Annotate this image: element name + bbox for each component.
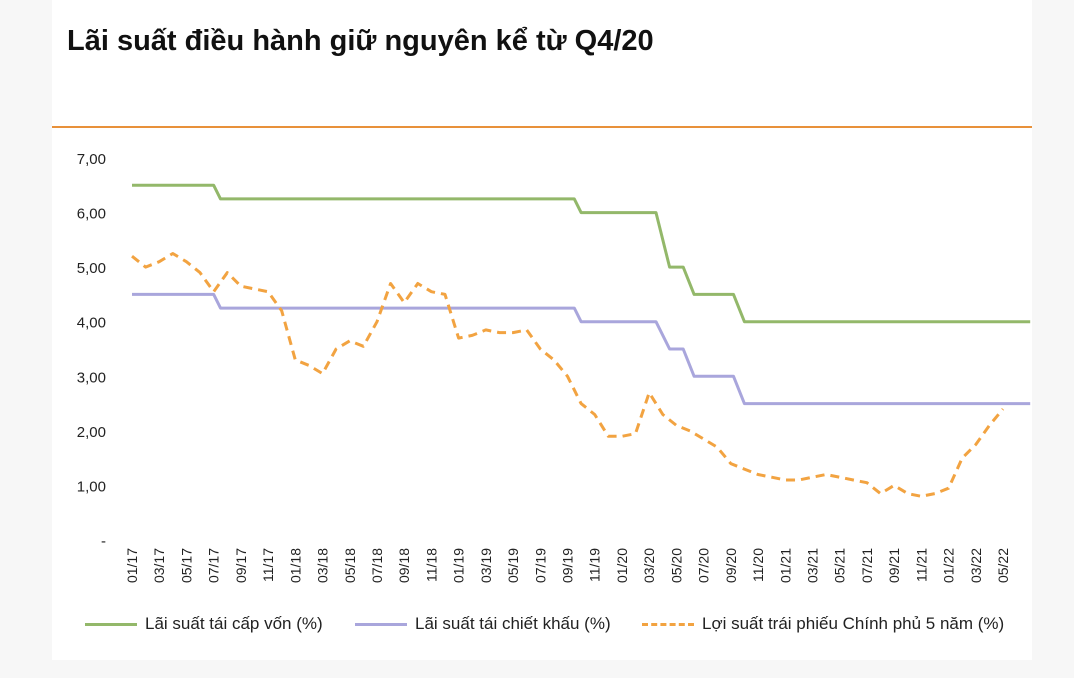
legend-label: Lãi suất tái cấp vốn (%)	[145, 614, 323, 633]
y-tick-label: -	[101, 533, 106, 550]
x-tick-label: 05/22	[995, 548, 1011, 583]
y-tick-label: 1,00	[77, 478, 106, 495]
x-tick-label: 01/21	[777, 548, 793, 583]
line-chart: - 1,00 2,00 3,00 4,00 5,00 6,00 7,00 01/17 03/17…	[77, 151, 1031, 583]
x-tick-label: 05/21	[832, 548, 848, 583]
x-tick-label: 09/20	[723, 548, 739, 583]
y-tick-label: 2,00	[77, 424, 106, 441]
x-tick-label: 03/22	[968, 548, 984, 583]
legend-item-bond-yield: Lợi suất trái phiếu Chính phủ 5 năm (%)	[642, 612, 1004, 636]
x-tick-label: 07/19	[532, 548, 548, 583]
x-tick-label: 01/20	[614, 548, 630, 583]
x-tick-label: 07/21	[859, 548, 875, 583]
x-tick-label: 03/21	[804, 548, 820, 583]
x-tick-label: 07/17	[206, 548, 222, 583]
x-tick-label: 11/19	[587, 548, 603, 582]
x-tick-label: 09/17	[233, 548, 249, 583]
series-line-1	[132, 292, 1031, 406]
x-tick-label: 03/18	[315, 548, 331, 583]
chart-card	[52, 0, 1032, 660]
x-tick-label: 11/21	[913, 548, 929, 582]
x-tick-label: 11/18	[423, 548, 439, 582]
x-tick-label: 05/18	[342, 548, 358, 583]
y-tick-label: 7,00	[77, 151, 106, 168]
y-tick-label: 5,00	[77, 260, 106, 277]
x-tick-label: 05/19	[505, 548, 521, 583]
page-title: Lãi suất điều hành giữ nguyên kể từ Q4/2…	[67, 25, 654, 57]
x-tick-label: 01/18	[287, 548, 303, 583]
legend-item-discount-rate: Lãi suất tái chiết khấu (%)	[355, 612, 611, 636]
x-tick-label: 07/20	[696, 548, 712, 583]
x-tick-label: 09/18	[396, 548, 412, 583]
x-tick-label: 09/19	[560, 548, 576, 583]
y-tick-label: 6,00	[77, 206, 106, 223]
y-axis: - 1,00 2,00 3,00 4,00 5,00 6,00 7,00	[77, 151, 106, 550]
x-tick-label: 01/17	[124, 548, 140, 583]
series-lines	[131, 183, 1031, 498]
title-divider	[52, 126, 1032, 128]
x-tick-label: 05/20	[668, 548, 684, 583]
x-tick-label: 07/18	[369, 548, 385, 583]
y-tick-label: 3,00	[77, 369, 106, 386]
x-tick-label: 11/20	[750, 548, 766, 582]
series-line-0	[132, 183, 1031, 324]
legend-swatch	[642, 622, 694, 626]
x-tick-label: 01/22	[941, 548, 957, 583]
chart-legend: Lãi suất tái cấp vốn (%) Lãi suất tái ch…	[0, 612, 1074, 636]
legend-swatch	[355, 622, 407, 626]
series-line-2	[131, 252, 1005, 498]
x-tick-label: 01/19	[451, 548, 467, 583]
legend-label: Lãi suất tái chiết khấu (%)	[415, 614, 611, 633]
x-tick-label: 03/19	[478, 548, 494, 583]
legend-swatch	[85, 622, 137, 626]
x-tick-label: 03/17	[151, 548, 167, 583]
legend-label: Lợi suất trái phiếu Chính phủ 5 năm (%)	[702, 614, 1005, 633]
y-tick-label: 4,00	[77, 315, 106, 332]
x-tick-label: 09/21	[886, 548, 902, 583]
x-tick-label: 03/20	[641, 548, 657, 583]
x-tick-label: 11/17	[260, 548, 276, 582]
legend-item-refinance-rate: Lãi suất tái cấp vốn (%)	[85, 612, 323, 636]
x-axis: 01/17 03/17 05/17 07/17 09/17 11/17 01/18 03/18…	[124, 548, 1011, 583]
x-tick-label: 05/17	[178, 548, 194, 583]
